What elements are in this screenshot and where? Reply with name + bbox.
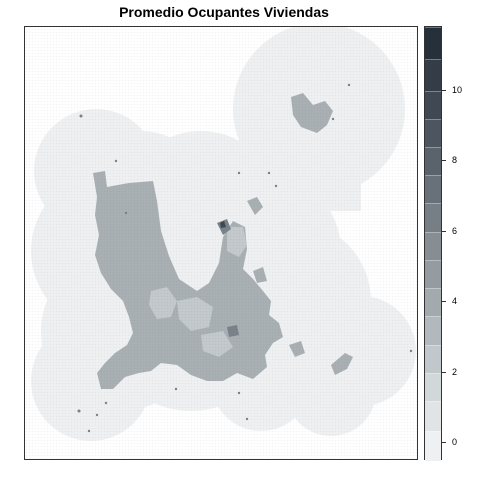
map-panel — [24, 26, 418, 460]
legend-bin — [425, 146, 441, 176]
legend-tick-mark — [442, 442, 446, 444]
legend-bin — [425, 90, 441, 119]
page-title: Promedio Ocupantes Viviendas — [119, 4, 329, 20]
legend-tick-label: 8 — [452, 155, 458, 166]
legend-tick-label: 4 — [452, 296, 458, 307]
legend-bin — [425, 344, 441, 373]
legend-bin — [425, 259, 441, 289]
legend-tick-mark — [442, 160, 446, 162]
legend-bin — [425, 231, 441, 260]
legend-tick-label: 0 — [452, 437, 458, 448]
legend-bin — [425, 27, 441, 59]
legend-bin — [425, 372, 441, 401]
legend-tick-mark — [442, 230, 446, 232]
legend-tick-label: 2 — [452, 366, 458, 377]
legend-tick-mark — [442, 301, 446, 303]
legend-bin — [425, 316, 441, 345]
legend-tick-label: 10 — [452, 84, 463, 95]
legend-bin — [425, 58, 441, 91]
legend-tick-mark — [442, 89, 446, 91]
legend-tick-mark — [442, 371, 446, 373]
legend-bin — [425, 431, 441, 461]
choropleth-map — [25, 27, 417, 459]
legend-bin — [425, 203, 441, 232]
color-legend-bar — [424, 26, 442, 461]
legend-tick-label: 6 — [452, 225, 458, 236]
legend-bin — [425, 401, 441, 431]
legend-bin — [425, 118, 441, 147]
legend-bin — [425, 288, 441, 317]
legend-bin — [425, 175, 441, 204]
